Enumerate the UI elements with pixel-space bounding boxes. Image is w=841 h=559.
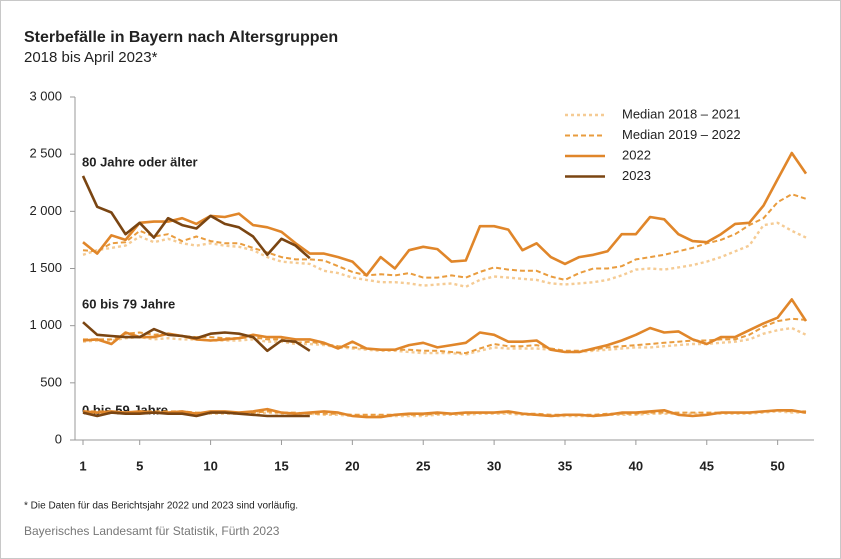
x-tick-label: 40 [629,458,643,473]
series-line [82,151,808,277]
y-tick-label: 0 [55,431,62,446]
series-line [82,407,807,419]
legend-label: 2022 [622,147,651,162]
y-tick-label: 1 500 [29,260,62,275]
series-line [82,193,807,281]
series-line [82,221,807,288]
y-tick-label: 2 500 [29,146,62,161]
y-tick-label: 500 [40,374,62,389]
group-label: 80 Jahre oder älter [82,154,198,169]
chart-title: Sterbefälle in Bayern nach Altersgruppen [24,29,338,46]
series-line [82,411,310,418]
x-tick-label: 1 [79,458,86,473]
legend-label: Median 2019 – 2022 [622,127,741,142]
x-tick-label: 45 [700,458,714,473]
y-tick-label: 2 000 [29,203,62,218]
x-tick-label: 30 [487,458,501,473]
x-tick-label: 50 [770,458,784,473]
footnote: * Die Daten für das Berichtsjahr 2022 un… [24,501,298,512]
y-tick-label: 3 000 [29,88,62,103]
x-tick-label: 5 [136,458,143,473]
series-line [82,298,808,354]
x-tick-label: 20 [345,458,359,473]
x-tick-label: 35 [558,458,572,473]
legend-label: 2023 [622,168,651,183]
x-tick-label: 25 [416,458,430,473]
chart-subtitle: 2018 bis April 2023* [24,49,158,66]
x-tick-label: 10 [203,458,217,473]
source: Bayerisches Landesamt für Statistik, Für… [24,524,280,538]
series-line [81,175,311,260]
legend-label: Median 2018 – 2021 [622,106,741,121]
x-tick-label: 15 [274,458,288,473]
series-line [82,321,311,353]
group-label: 60 bis 79 Jahre [82,296,175,311]
y-tick-label: 1 000 [29,317,62,332]
